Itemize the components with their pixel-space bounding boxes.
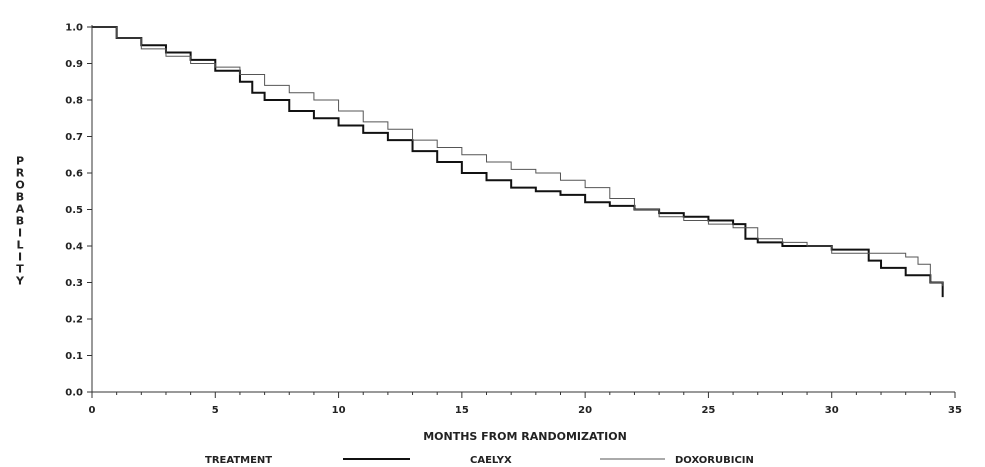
- x-tick-label: 25: [701, 405, 715, 416]
- x-axis-label: MONTHS FROM RANDOMIZATION: [423, 430, 627, 443]
- x-tick-label: 20: [578, 405, 592, 416]
- y-tick-label: 0.0: [65, 388, 83, 399]
- y-tick-label: 0.9: [65, 59, 83, 70]
- y-tick-label: 0.7: [65, 132, 83, 143]
- series-doxorubicin-line: [92, 26, 944, 287]
- x-tick-label: 5: [212, 405, 219, 416]
- y-tick-label: 0.1: [65, 351, 83, 362]
- y-axis-ticks: 0.0 0.1 0.2 0.3 0.4 0.5 0.6 0.7 0.8 0.9 1.0: [65, 23, 92, 399]
- legend-label-doxorubicin: DOXORUBICIN: [675, 455, 754, 466]
- legend: TREATMENT CAELYX DOXORUBICIN: [205, 455, 754, 466]
- y-tick-label: 0.2: [65, 315, 83, 326]
- y-tick-label: 0.8: [65, 96, 83, 107]
- x-tick-label: 0: [89, 405, 96, 416]
- legend-label-caelyx: CAELYX: [470, 455, 512, 466]
- y-tick-label: 1.0: [65, 23, 83, 34]
- y-tick-label: 0.3: [65, 278, 83, 289]
- x-tick-label: 15: [455, 405, 469, 416]
- x-tick-label: 10: [332, 405, 346, 416]
- y-tick-label: 0.4: [65, 242, 83, 253]
- x-axis-ticks: 0 5 10 15 20 25 30 35: [89, 392, 962, 416]
- survival-curves: [92, 26, 944, 298]
- x-tick-label: 35: [948, 405, 962, 416]
- x-tick-label: 30: [825, 405, 839, 416]
- legend-title: TREATMENT: [205, 455, 272, 466]
- y-tick-label: 0.5: [65, 205, 83, 216]
- plot-area: [91, 25, 955, 393]
- y-tick-label: 0.6: [65, 169, 83, 180]
